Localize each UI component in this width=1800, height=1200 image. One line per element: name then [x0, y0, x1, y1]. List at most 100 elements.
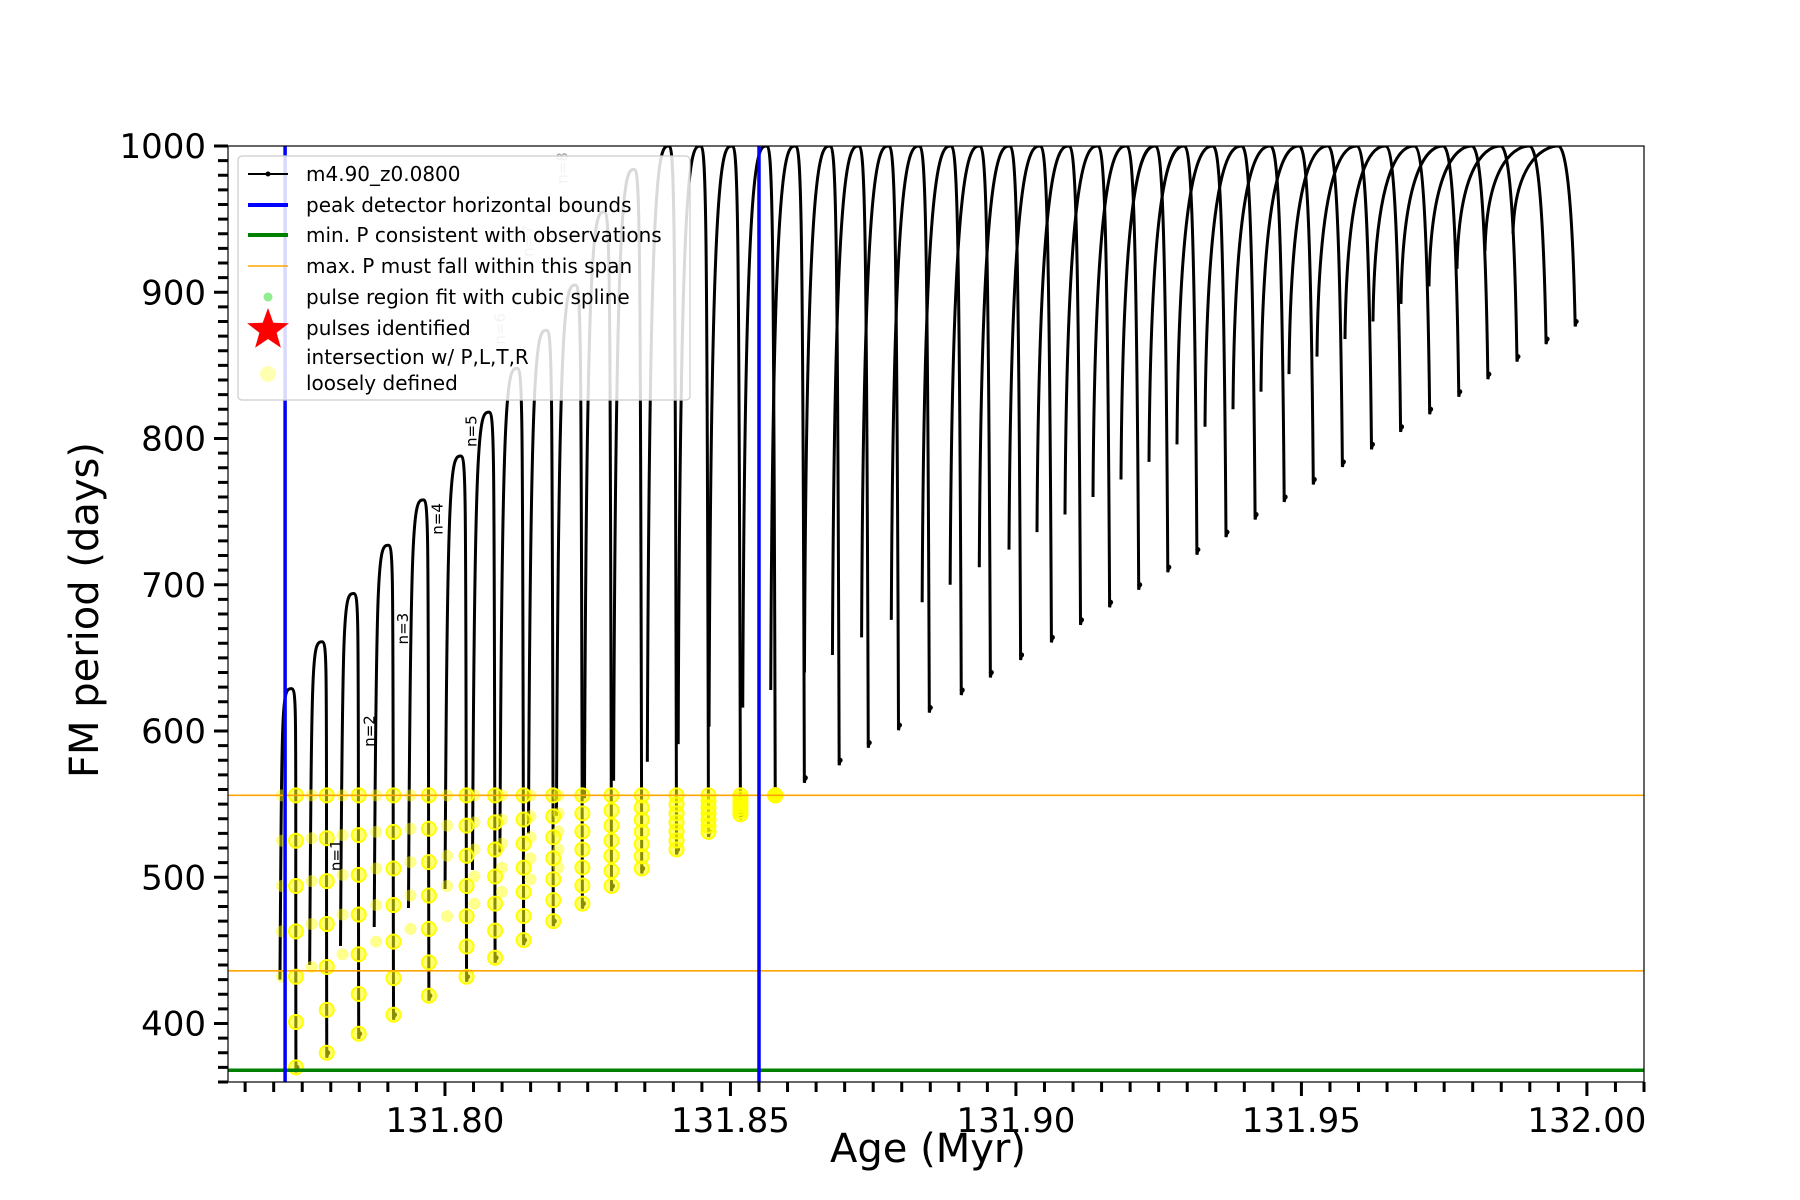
intersection-marker [318, 830, 335, 847]
model-pulse-trough-point [837, 757, 843, 763]
model-pulse-trough-point [1253, 512, 1259, 518]
intersection-marker [318, 958, 335, 975]
intersection-marker [458, 817, 475, 834]
model-pulse-trough-point [1340, 459, 1346, 465]
intersection-marker [574, 805, 591, 822]
model-pulse-curve [308, 640, 330, 1059]
model-pulse-trough-point [1049, 634, 1055, 640]
intersection-marker [458, 968, 475, 985]
intersection-marker [350, 946, 367, 963]
intersection-marker [305, 875, 318, 888]
x-tick-label: 131.85 [671, 1101, 790, 1141]
intersection-marker [350, 986, 367, 1003]
intersection-marker [420, 920, 437, 937]
intersection-marker [495, 885, 508, 898]
model-pulse-trough-point [1399, 424, 1405, 430]
y-tick-label: 600 [141, 712, 206, 752]
intersection-marker [287, 878, 304, 895]
model-pulse-trough-point [1195, 547, 1201, 553]
legend-entry-label: max. P must fall within this span [306, 254, 632, 278]
model-pulse-curve [339, 592, 362, 1040]
x-tick-label: 132.00 [1527, 1101, 1646, 1141]
intersection-marker [318, 916, 335, 933]
intersection-marker [545, 892, 562, 909]
x-tick-label: 131.80 [385, 1101, 504, 1141]
intersection-marker [287, 1014, 304, 1031]
model-pulse-curve [1231, 146, 1287, 503]
pulse-order-label: n=2 [361, 715, 379, 747]
x-axis: 131.80 131.85 131.90 131.95 132.00 [243, 1082, 1646, 1141]
legend-marker-dot [263, 292, 273, 302]
intersection-marker [495, 837, 508, 850]
intersection-marker [545, 850, 562, 867]
intersection-marker [420, 854, 437, 871]
model-pulse-trough-point [1369, 441, 1375, 447]
legend-entry-label: pulses identified [306, 316, 471, 340]
y-tick-label: 700 [141, 566, 206, 606]
model-pulse-curve [1175, 146, 1229, 538]
intersection-marker [318, 873, 335, 890]
model-pulse-trough-point [1019, 652, 1025, 658]
model-pulse-curve [407, 498, 432, 1002]
model-pulse-curve [443, 454, 470, 982]
legend-marker-dot [265, 171, 271, 177]
intersection-marker [420, 820, 437, 837]
intersection-marker [370, 935, 383, 948]
intersection-marker [487, 895, 504, 912]
intersection-marker [524, 831, 537, 844]
model-pulse-trough-point [1573, 319, 1579, 324]
intersection-marker [385, 823, 402, 840]
intersection-marker [552, 861, 565, 874]
intersection-marker [545, 808, 562, 825]
x-tick-label: 131.90 [956, 1101, 1075, 1141]
intersection-marker [524, 852, 537, 865]
intersection-marker [603, 832, 620, 849]
legend-entry-label: m4.90_z0.0800 [306, 162, 461, 186]
y-axis-label: FM period (days) [62, 442, 108, 778]
intersection-marker [487, 949, 504, 966]
intersection-marker [385, 1006, 402, 1023]
model-pulse-trough-point [1166, 564, 1172, 570]
y-tick-label: 500 [141, 858, 206, 898]
intersection-marker [336, 948, 349, 961]
intersection-marker [545, 871, 562, 888]
intersection-marker [468, 816, 481, 829]
intersection-marker [420, 954, 437, 971]
intersection-marker [350, 866, 367, 883]
intersection-marker [515, 835, 532, 852]
intersection-marker [370, 862, 383, 875]
y-tick-label: 1000 [119, 127, 206, 167]
intersection-marker [404, 922, 417, 935]
intersection-marker [370, 825, 383, 838]
intersection-marker [487, 841, 504, 858]
intersection-marker [404, 889, 417, 902]
intersection-marker [603, 847, 620, 864]
intersection-marker [515, 883, 532, 900]
intersection-marker [515, 932, 532, 949]
intersection-marker [350, 906, 367, 923]
intersection-marker [350, 1025, 367, 1042]
pulse-order-label: n=3 [394, 613, 412, 645]
intersection-marker [545, 829, 562, 846]
model-pulse-trough-point [1457, 389, 1463, 395]
model-pulse-curve [372, 543, 396, 1021]
intersection-marker [524, 873, 537, 886]
model-pulse-trough-point [959, 687, 965, 693]
intersection-marker [487, 868, 504, 885]
legend-marker-star [247, 308, 289, 348]
intersection-marker [318, 1044, 335, 1061]
intersection-marker [458, 908, 475, 925]
model-pulse-trough-point [1428, 406, 1434, 412]
intersection-marker [287, 923, 304, 940]
model-pulse-trough-point [1137, 582, 1143, 588]
model-pulse-curve [470, 410, 498, 963]
intersection-marker [350, 827, 367, 844]
model-pulse-curve [1147, 146, 1200, 555]
intersection-marker [487, 814, 504, 831]
x-tick-label: 131.95 [1242, 1101, 1361, 1141]
intersection-marker [287, 1059, 304, 1076]
legend-entry-label: min. P consistent with observations [306, 223, 662, 247]
intersection-marker [552, 825, 565, 838]
intersection-marker [574, 877, 591, 894]
